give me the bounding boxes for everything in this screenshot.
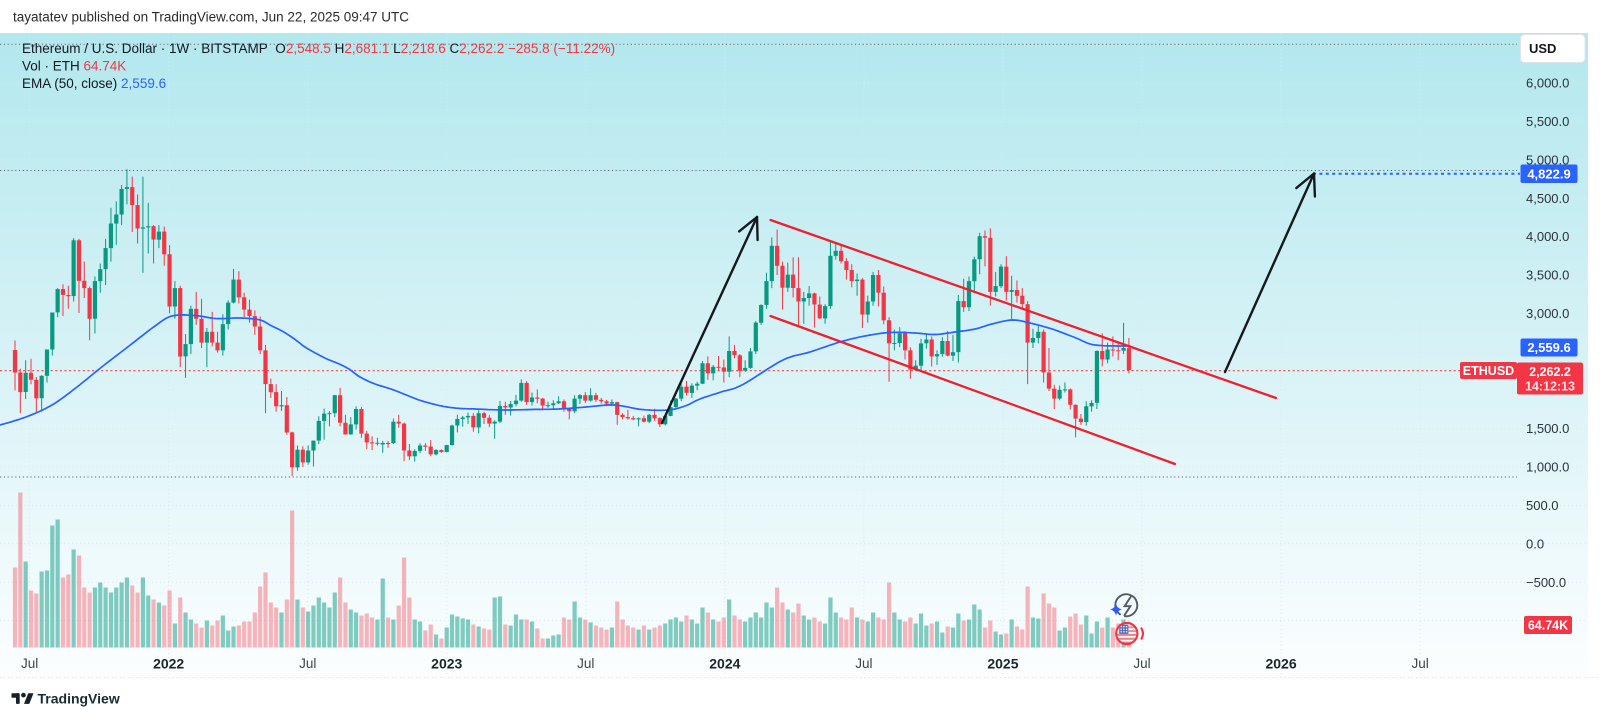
svg-text:5,500.0: 5,500.0: [1526, 114, 1569, 129]
svg-text:2,262.2: 2,262.2: [1529, 365, 1571, 379]
svg-text:Ethereum / U.S. Dollar · 1W ·: Ethereum / U.S. Dollar · 1W · BITSTAMP O…: [22, 41, 615, 56]
svg-text:EMA (50, close) 2,559.6: EMA (50, close) 2,559.6: [22, 76, 166, 91]
svg-text:ETHUSD: ETHUSD: [1463, 364, 1514, 378]
svg-text:2,559.6: 2,559.6: [1527, 340, 1570, 355]
svg-text:Jul: Jul: [855, 656, 872, 671]
svg-text:1,000.0: 1,000.0: [1526, 460, 1569, 475]
svg-text:TradingView: TradingView: [38, 691, 120, 707]
svg-text:500.0: 500.0: [1526, 498, 1559, 513]
svg-text:Jul: Jul: [21, 656, 38, 671]
svg-text:Vol · ETH 64.74K: Vol · ETH 64.74K: [22, 59, 126, 74]
svg-text:3,500.0: 3,500.0: [1526, 268, 1569, 283]
svg-text:−500.0: −500.0: [1526, 575, 1566, 590]
svg-text:2022: 2022: [153, 656, 184, 672]
svg-text:1,500.0: 1,500.0: [1526, 421, 1569, 436]
svg-text:Jul: Jul: [299, 656, 316, 671]
svg-text:Jul: Jul: [1133, 656, 1150, 671]
svg-text:Jul: Jul: [577, 656, 594, 671]
svg-text:6,000.0: 6,000.0: [1526, 76, 1569, 91]
svg-text:tayatatev published on Trading: tayatatev published on TradingView.com, …: [13, 10, 409, 25]
svg-text:64.74K: 64.74K: [1528, 619, 1568, 633]
svg-text:2023: 2023: [431, 656, 462, 672]
svg-text:USD: USD: [1529, 41, 1556, 56]
svg-text:4,822.9: 4,822.9: [1527, 166, 1570, 181]
svg-text:14:12:13: 14:12:13: [1525, 379, 1575, 393]
svg-text:Jul: Jul: [1411, 656, 1428, 671]
svg-text:0.0: 0.0: [1526, 536, 1544, 551]
svg-text:2025: 2025: [987, 656, 1018, 672]
svg-text:4,000.0: 4,000.0: [1526, 229, 1569, 244]
svg-text:4,500.0: 4,500.0: [1526, 191, 1569, 206]
svg-text:2024: 2024: [709, 656, 740, 672]
svg-text:2026: 2026: [1265, 656, 1296, 672]
svg-text:5,000.0: 5,000.0: [1526, 152, 1569, 167]
svg-text:3,000.0: 3,000.0: [1526, 306, 1569, 321]
